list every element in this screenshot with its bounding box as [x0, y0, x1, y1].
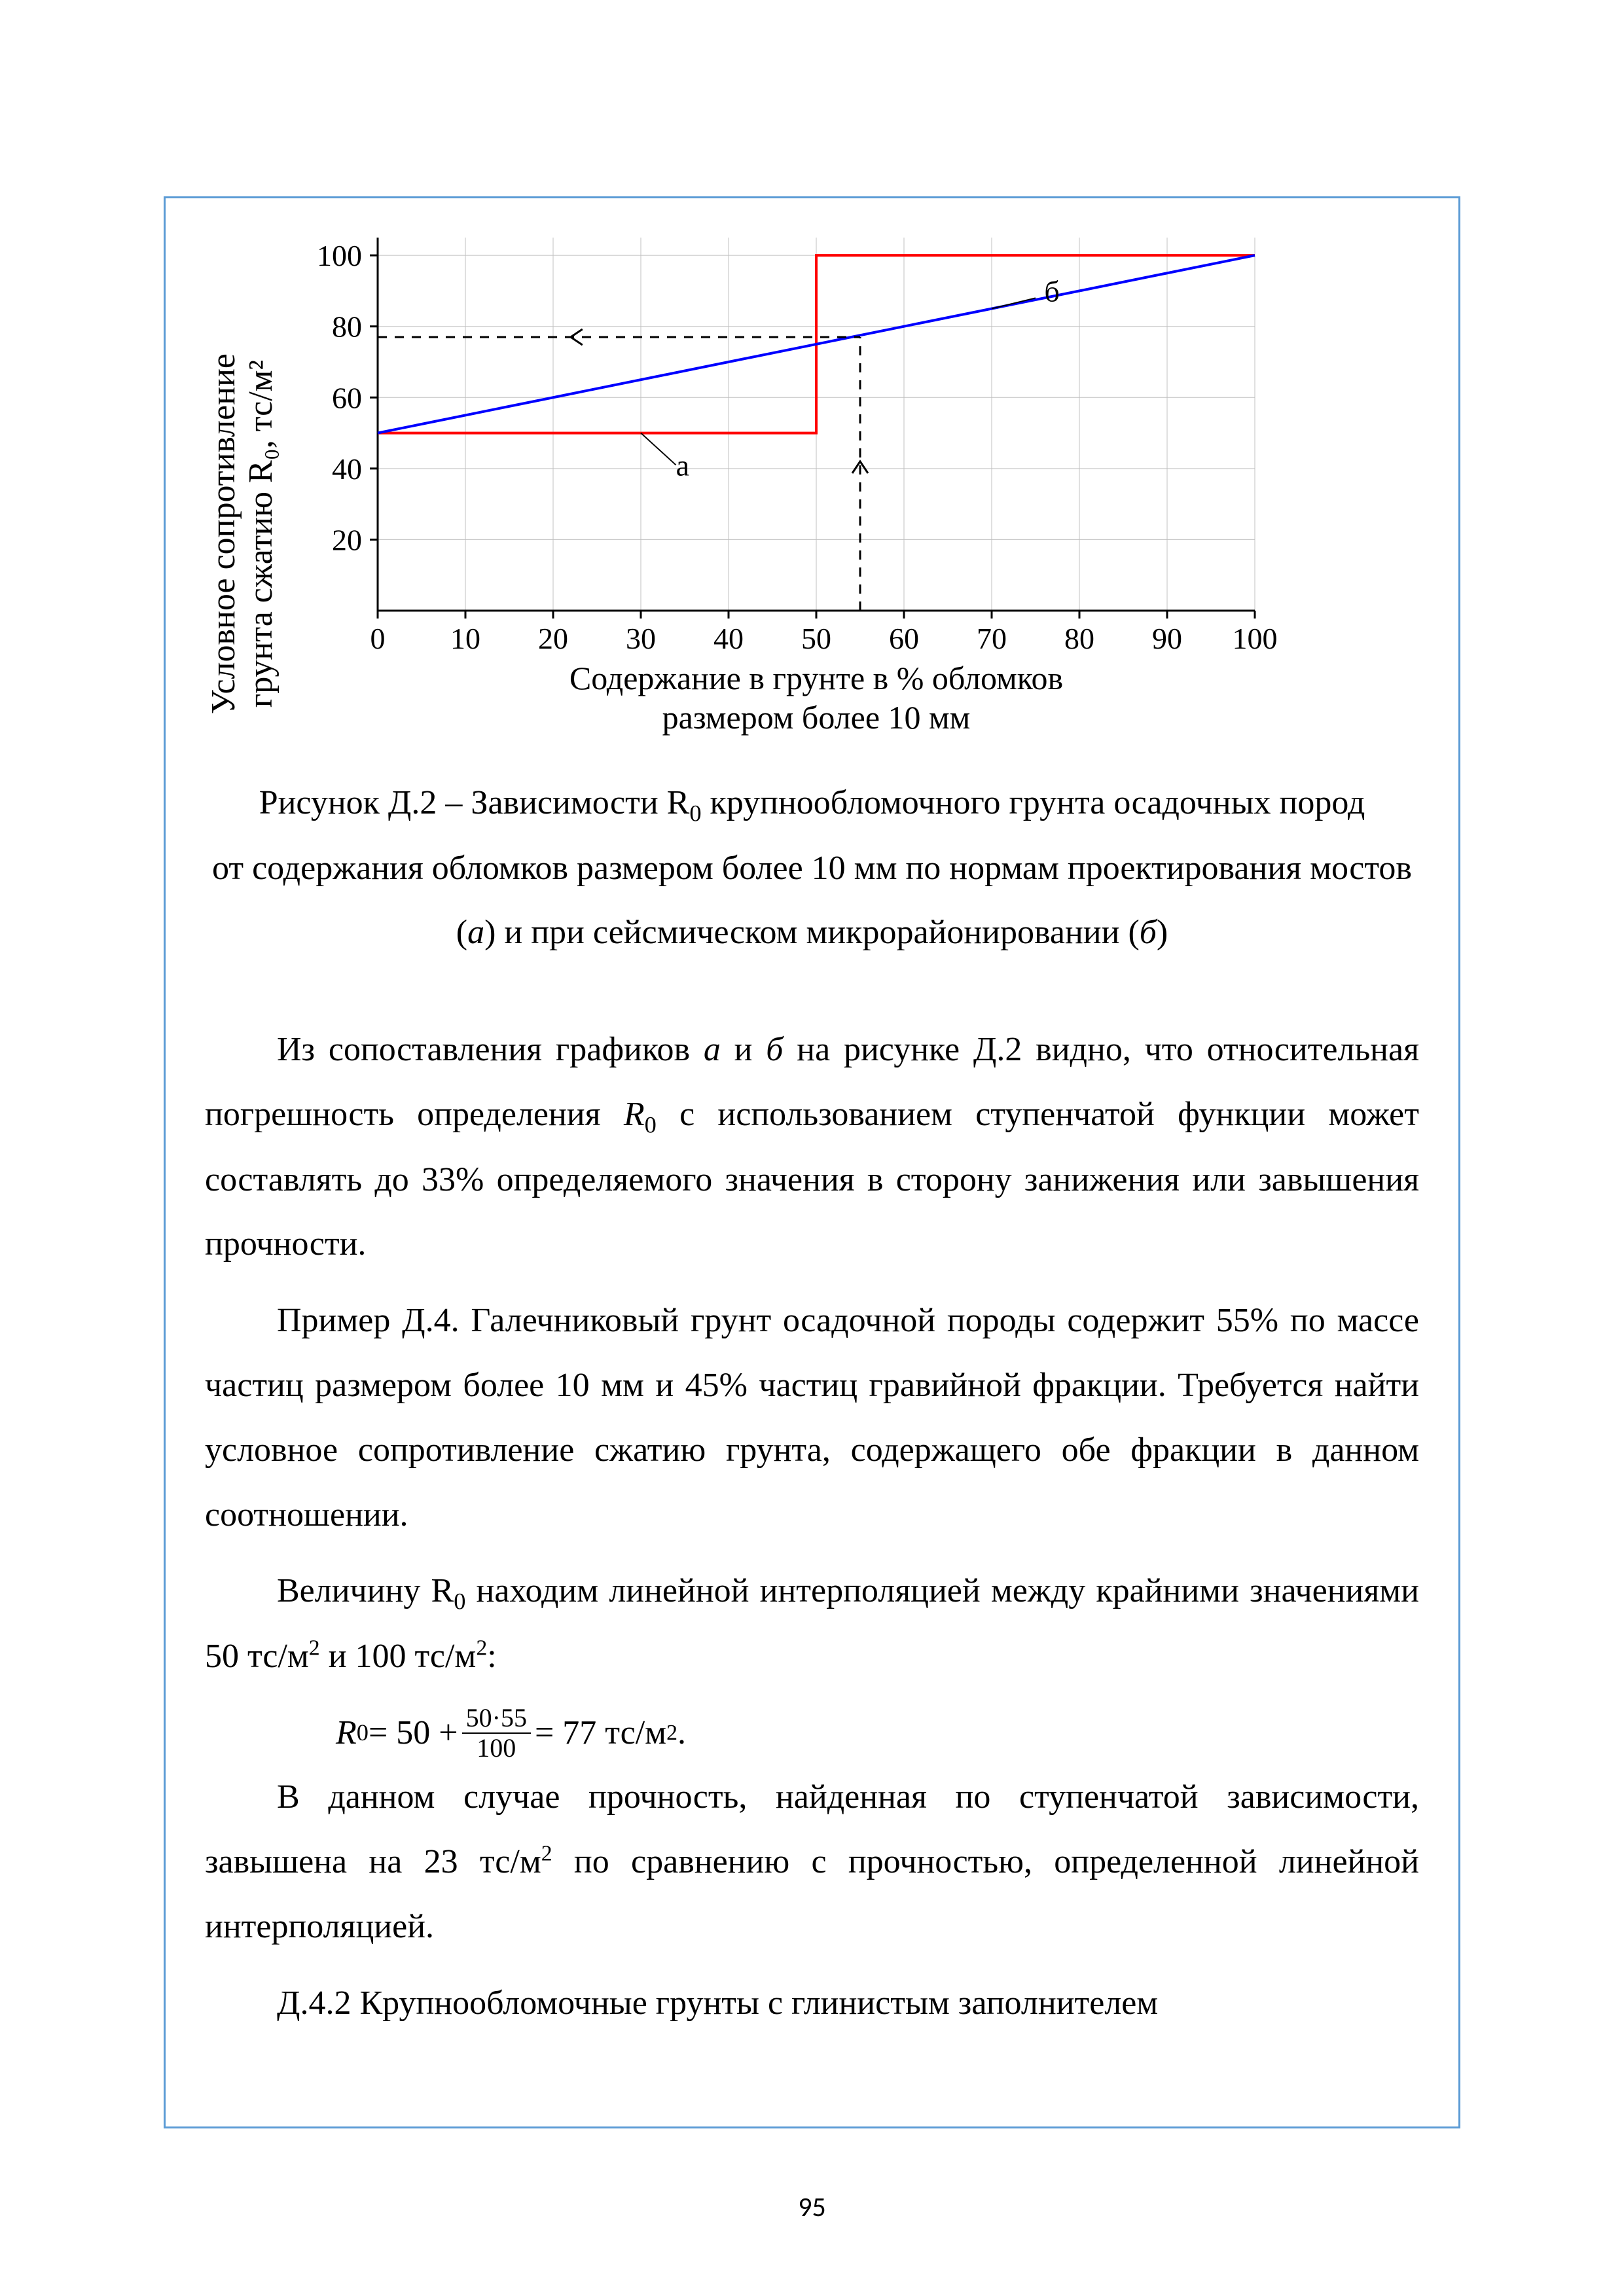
f-frac: 50·55100 [462, 1704, 531, 1763]
page: Условное сопротивление грунта сжатию R₀,… [0, 0, 1624, 2296]
p4-sup: 2 [541, 1842, 552, 1866]
p3-sup-a: 2 [309, 1636, 320, 1660]
p3-sup-b: 2 [476, 1636, 487, 1660]
ylabel-line1: Условное сопротивление [205, 353, 242, 714]
caption-line2: от содержания обломков размером более 10… [212, 850, 1412, 887]
f-eq2: = 77 тс/м [535, 1701, 666, 1766]
svg-text:100: 100 [1233, 622, 1278, 655]
svg-text:10: 10 [450, 622, 480, 655]
para-1: Из сопоставления графиков а и б на рисун… [205, 1018, 1419, 1277]
f-sub: 0 [357, 1710, 369, 1755]
p1-R: R [624, 1096, 645, 1133]
svg-text:40: 40 [713, 622, 744, 655]
svg-text:размером более 10 мм: размером более 10 мм [662, 699, 971, 736]
p3-t4: : [487, 1638, 496, 1675]
para-5: Д.4.2 Крупнообломочные грунты с глинисты… [205, 1971, 1419, 2036]
para-2: Пример Д.4. Галечниковый грунт осадочной… [205, 1289, 1419, 1547]
p1-b: б [766, 1031, 783, 1068]
svg-text:60: 60 [889, 622, 919, 655]
chart-svg: 0 10 20 30 40 50 60 70 80 90 100 20 40 60 80 100 а б Содер… [299, 218, 1281, 742]
content-frame: Условное сопротивление грунта сжатию R₀,… [164, 196, 1460, 2128]
svg-text:70: 70 [977, 622, 1007, 655]
p3-sub: 0 [454, 1588, 465, 1615]
svg-text:б: б [1045, 275, 1060, 308]
para-3: Величину R0 находим линейной интерполяци… [205, 1559, 1419, 1689]
svg-text:100: 100 [317, 239, 362, 272]
svg-text:40: 40 [332, 452, 362, 486]
svg-text:Содержание в грунте в % обломк: Содержание в грунте в % обломков [569, 660, 1063, 696]
f-den: 100 [473, 1734, 520, 1763]
para-4: В данном случае прочность, найденная по … [205, 1765, 1419, 1959]
svg-text:а: а [676, 449, 689, 482]
svg-text:0: 0 [370, 622, 386, 655]
svg-text:80: 80 [1064, 622, 1094, 655]
p1-t1: Из сопоставления графиков [277, 1031, 704, 1068]
p1-a: а [704, 1031, 721, 1068]
p1-t2: и [721, 1031, 766, 1068]
f-R: R [336, 1701, 357, 1766]
chart-block: Условное сопротивление грунта сжатию R₀,… [205, 218, 1419, 745]
formula: R0 = 50 + 50·55100 = 77 тс/м2. [336, 1701, 1419, 1766]
svg-text:20: 20 [332, 523, 362, 556]
chart-svg-wrap: 0 10 20 30 40 50 60 70 80 90 100 20 40 60 80 100 а б Содер… [299, 218, 1419, 745]
chart-ylabel: Условное сопротивление грунта сжатию R₀,… [205, 249, 280, 714]
p3-t1: Величину R [277, 1572, 454, 1609]
caption-line1-sub: 0 [689, 800, 701, 826]
f-dot: . [677, 1701, 686, 1766]
svg-text:30: 30 [626, 622, 656, 655]
caption-line1-pre: Рисунок Д.2 – Зависимости R [259, 784, 690, 821]
svg-text:50: 50 [801, 622, 831, 655]
figure-caption: Рисунок Д.2 – Зависимости R0 крупнооблом… [205, 771, 1419, 965]
f-eq1: = 50 + [369, 1701, 458, 1766]
svg-text:80: 80 [332, 310, 362, 344]
p3-t3: и 100 тс/м [320, 1638, 477, 1675]
body-text: Из сопоставления графиков а и б на рисун… [205, 1018, 1419, 2036]
ylabel-line2: грунта сжатию R₀, тс/м² [242, 360, 280, 708]
f-num: 50·55 [462, 1704, 531, 1734]
f-sup: 2 [666, 1712, 677, 1754]
svg-text:90: 90 [1152, 622, 1182, 655]
caption-line1-post: крупнообломочного грунта осадочных пород [702, 784, 1365, 821]
svg-text:60: 60 [332, 381, 362, 414]
p1-sub: 0 [645, 1111, 657, 1138]
page-number: 95 [0, 2191, 1624, 2224]
svg-text:20: 20 [538, 622, 568, 655]
caption-line3: (а) и при сейсмическом микрорайонировани… [456, 914, 1168, 951]
